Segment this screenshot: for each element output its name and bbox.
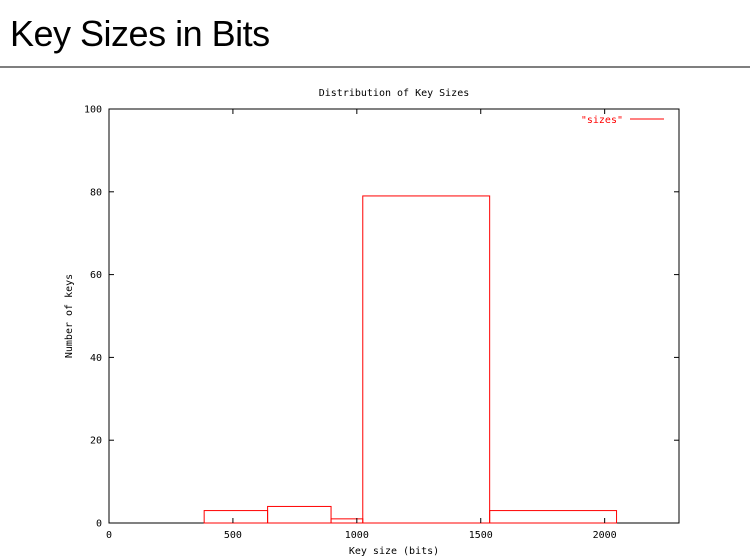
y-tick-label: 100 xyxy=(84,105,102,116)
y-tick-label: 80 xyxy=(90,187,102,198)
x-tick-label: 500 xyxy=(224,530,242,541)
histogram-bar xyxy=(203,510,269,524)
x-tick-label: 2000 xyxy=(593,530,617,541)
y-tick-label: 60 xyxy=(90,270,102,281)
y-tick-label: 40 xyxy=(90,353,102,364)
legend-label: "sizes" xyxy=(581,115,623,126)
x-tick-label: 1000 xyxy=(345,530,369,541)
slide-title: Key Sizes in Bits xyxy=(10,13,270,54)
histogram-bar xyxy=(267,505,332,524)
y-tick-label: 20 xyxy=(90,436,102,447)
histogram-bar xyxy=(489,510,618,524)
x-tick-label: 1500 xyxy=(469,530,493,541)
legend: "sizes" xyxy=(581,115,664,126)
x-tick-label: 0 xyxy=(106,530,112,541)
plot-frame xyxy=(108,108,680,524)
x-axis-label: Key size (bits) xyxy=(349,546,439,557)
y-tick-label: 0 xyxy=(96,519,102,530)
histogram-bar xyxy=(330,518,364,524)
title-divider xyxy=(0,66,750,68)
y-axis-label: Number of keys xyxy=(64,274,75,358)
histogram-bar xyxy=(362,195,491,524)
chart-title: Distribution of Key Sizes xyxy=(319,88,470,99)
